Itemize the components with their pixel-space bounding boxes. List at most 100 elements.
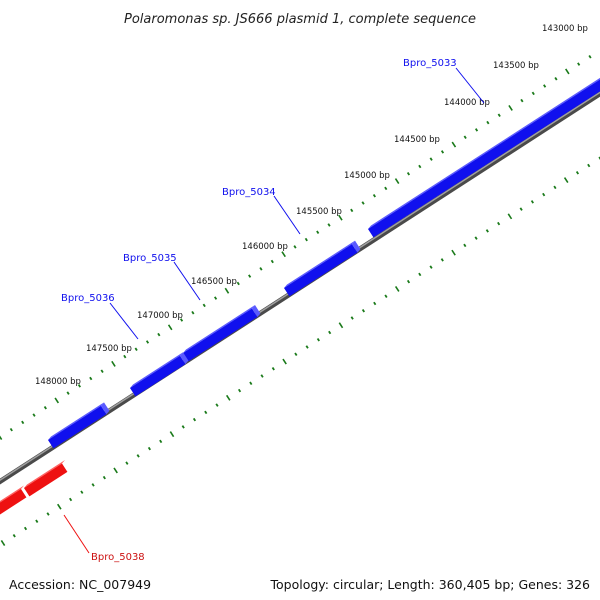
major-tick: [563, 177, 569, 184]
minor-tick: [191, 310, 195, 315]
gene-bpro-5038[interactable]: [24, 460, 68, 497]
tick-label: 144500 bp: [394, 135, 440, 145]
major-tick: [282, 358, 287, 365]
gene-label-bpro-5034[interactable]: Bpro_5034: [222, 187, 276, 198]
major-tick: [225, 394, 231, 401]
minor-tick: [520, 98, 524, 103]
minor-tick: [316, 230, 320, 235]
gene-bpro-5036[interactable]: [130, 352, 189, 397]
gene-arrow-tip: [101, 402, 110, 415]
minor-tick: [575, 171, 580, 175]
gene-arrow-tip: [352, 240, 361, 253]
minor-tick: [145, 340, 150, 344]
minor-tick: [418, 164, 422, 169]
minor-tick: [429, 265, 433, 269]
minor-tick: [271, 367, 275, 371]
minor-tick: [554, 76, 558, 81]
minor-tick: [588, 55, 592, 59]
gene-label-bpro-5038[interactable]: Bpro_5038: [91, 552, 145, 563]
inner-tick-track: [0, 156, 600, 546]
minor-tick: [69, 497, 73, 502]
major-tick: [565, 68, 570, 75]
minor-tick: [260, 374, 264, 378]
minor-tick: [406, 172, 411, 176]
minor-tick: [215, 403, 219, 407]
minor-tick: [316, 338, 320, 342]
minor-tick: [134, 347, 138, 352]
gene-top-face: [183, 305, 255, 353]
major-tick: [451, 249, 456, 256]
minor-tick: [587, 163, 591, 168]
minor-tick: [304, 237, 308, 242]
gene-face: [130, 355, 186, 397]
minor-tick: [294, 352, 298, 357]
minor-tick: [463, 243, 467, 248]
major-tick: [507, 213, 513, 220]
minor-tick: [179, 318, 184, 322]
minor-tick: [474, 236, 478, 240]
minor-tick: [384, 186, 388, 191]
minor-tick: [157, 332, 161, 337]
major-tick: [224, 287, 230, 294]
minor-tick: [350, 208, 354, 213]
minor-tick: [485, 229, 489, 233]
major-tick: [338, 322, 344, 329]
gene-labels[interactable]: Bpro_5033 Bpro_5034 Bpro_5035 Bpro_5036 …: [61, 58, 485, 563]
minor-tick: [181, 425, 185, 429]
minor-tick: [530, 200, 534, 204]
tick-labels: 143000 bp 143500 bp 144000 bp 144500 bp …: [35, 24, 588, 387]
minor-tick: [32, 413, 36, 417]
minor-tick: [23, 526, 28, 531]
minor-tick: [577, 62, 581, 66]
gene-face: [48, 405, 107, 449]
gene-arrow-tip: [180, 352, 189, 365]
gene-reverse-unlabeled[interactable]: [0, 485, 27, 518]
minor-tick: [531, 91, 535, 96]
minor-tick: [361, 308, 366, 313]
minor-tick: [249, 381, 253, 386]
gene-face: [183, 308, 258, 362]
gene-bpro-5035[interactable]: [183, 305, 261, 362]
minor-tick: [293, 245, 297, 249]
minor-tick: [361, 201, 365, 205]
minor-tick: [147, 446, 152, 451]
minor-tick: [259, 267, 263, 271]
tick-label: 147500 bp: [86, 344, 132, 354]
minor-tick: [91, 483, 95, 487]
tick-label: 144000 bp: [444, 98, 490, 108]
minor-tick: [66, 391, 70, 395]
minor-tick: [202, 303, 206, 308]
gene-bpro-5033[interactable]: [368, 68, 600, 238]
gene-label-bpro-5035[interactable]: Bpro_5035: [123, 253, 177, 264]
gene-bpro-5034[interactable]: [284, 240, 361, 297]
minor-tick: [373, 301, 377, 306]
minor-tick: [429, 157, 433, 161]
minor-tick: [214, 296, 218, 300]
minor-tick: [236, 281, 240, 286]
gene-label-bpro-5036[interactable]: Bpro_5036: [61, 293, 115, 304]
minor-tick: [305, 345, 309, 349]
major-tick: [111, 360, 116, 367]
gene-face: [284, 244, 358, 297]
minor-tick: [204, 410, 208, 415]
gene-top-face: [130, 352, 183, 388]
minor-tick: [598, 156, 600, 160]
minor-tick: [102, 475, 106, 480]
major-tick: [394, 285, 400, 292]
tick-label: 146500 bp: [191, 277, 237, 287]
tick-label: 145500 bp: [296, 207, 342, 217]
major-tick: [338, 214, 343, 221]
minor-tick: [77, 384, 81, 388]
minor-tick: [486, 120, 490, 125]
gene-leader-line: [273, 195, 301, 235]
gene-top-face: [368, 77, 600, 229]
minor-tick: [519, 207, 523, 211]
major-tick: [394, 178, 400, 185]
gene-top-face: [0, 485, 24, 503]
gene-forward-unlabeled[interactable]: [48, 402, 110, 449]
minor-tick: [159, 439, 163, 444]
tick-label: 148000 bp: [35, 377, 81, 387]
minor-tick: [327, 223, 331, 227]
minor-tick: [350, 316, 354, 320]
gene-label-bpro-5033[interactable]: Bpro_5033: [403, 58, 457, 69]
